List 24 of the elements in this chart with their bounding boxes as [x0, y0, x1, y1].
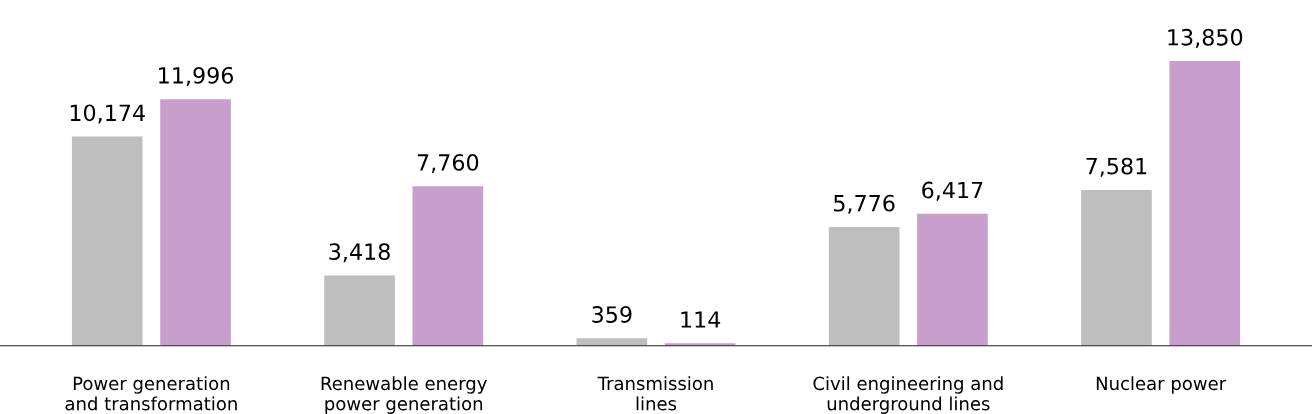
data-label: 11,996: [159, 66, 234, 87]
bar: [324, 275, 395, 346]
x-tick-label: Nuclear power: [1096, 376, 1227, 394]
data-label: 5,776: [834, 194, 895, 214]
bar: [828, 226, 900, 346]
data-label: 6,417: [922, 181, 983, 201]
data-label: 359: [592, 306, 632, 323]
x-tick-label: Transmission lines: [597, 376, 713, 411]
bar: [576, 338, 648, 346]
bar: [917, 213, 988, 346]
bar: [1169, 61, 1241, 346]
bar: [71, 136, 143, 346]
x-tick-label: Power generation and transformation: [65, 376, 237, 411]
data-label: 10,174: [70, 104, 145, 124]
bar: [160, 99, 231, 346]
data-label: 7,581: [1086, 157, 1147, 177]
data-label: 7,760: [417, 153, 479, 174]
data-label: 3,418: [329, 243, 390, 263]
data-label: 114: [681, 311, 721, 328]
x-tick-label: Civil engineering and underground lines: [813, 376, 1003, 414]
data-label: 13,850: [1168, 28, 1243, 48]
bar: [412, 186, 484, 346]
x-tick-label: Renewable energy power generation: [321, 376, 487, 414]
bar: [1081, 189, 1152, 346]
